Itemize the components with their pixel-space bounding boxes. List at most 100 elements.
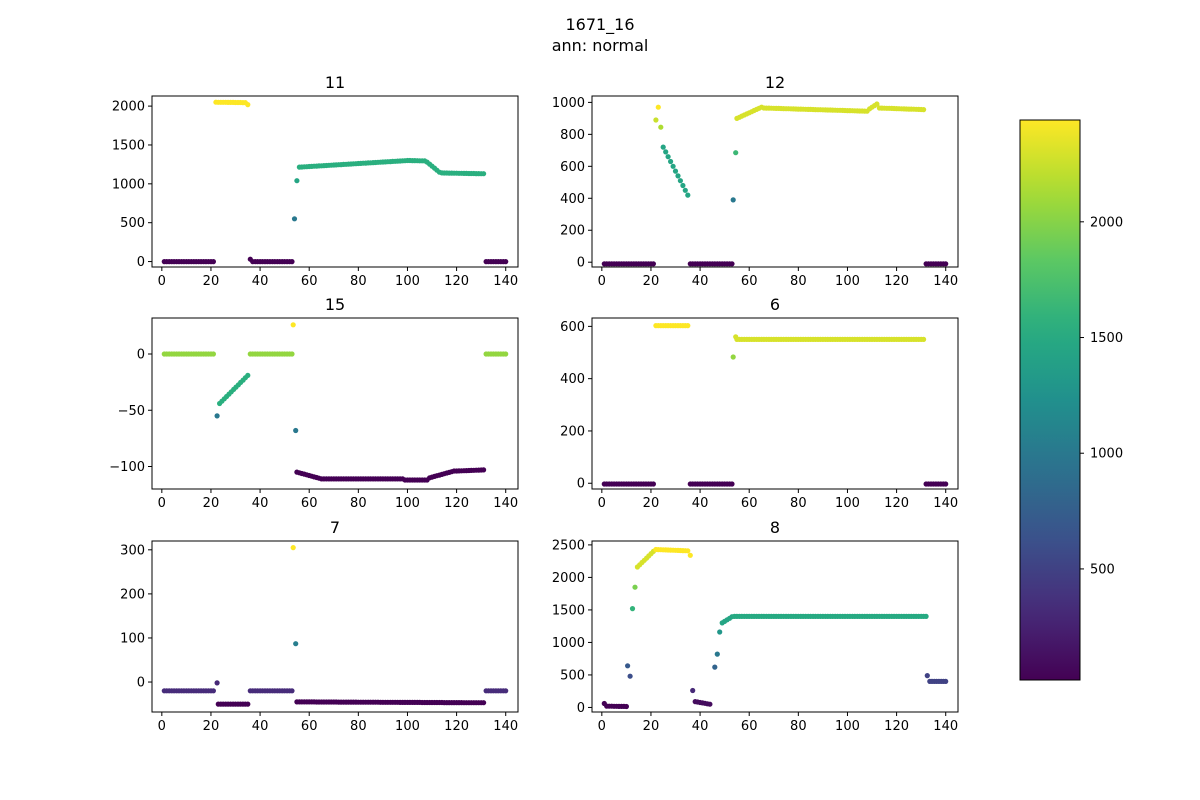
y-tick-label: 500: [120, 216, 145, 231]
x-tick-label: 100: [835, 719, 860, 734]
y-tick-label: 600: [560, 320, 585, 335]
data-point: [921, 107, 927, 113]
data-point: [294, 178, 300, 184]
x-tick-label: 140: [933, 719, 958, 734]
x-tick-label: 0: [158, 496, 166, 511]
data-point: [245, 372, 251, 378]
data-point: [289, 259, 295, 265]
y-tick-label: 1500: [112, 138, 145, 153]
data-point: [481, 700, 487, 706]
x-tick-label: 60: [301, 274, 318, 289]
axes-frame: [151, 540, 519, 713]
data-point: [874, 101, 880, 107]
scatter-points: [161, 545, 509, 707]
subplot-title: 6: [770, 295, 780, 314]
x-tick-label: 80: [350, 719, 367, 734]
x-tick-label: 100: [395, 496, 420, 511]
x-tick-label: 20: [203, 496, 220, 511]
colorbar-tick-label: 2000: [1090, 215, 1123, 230]
figure-title: 1671_16: [565, 15, 634, 35]
axes-frame: [151, 95, 519, 268]
x-tick-label: 60: [741, 719, 758, 734]
x-tick-label: 140: [493, 274, 518, 289]
x-tick-label: 60: [301, 496, 318, 511]
x-tick-label: 0: [158, 719, 166, 734]
data-point: [680, 182, 686, 189]
data-point: [658, 124, 664, 130]
data-point: [290, 545, 296, 551]
x-tick-label: 140: [493, 496, 518, 511]
x-tick-label: 100: [395, 274, 420, 289]
data-point: [685, 548, 691, 554]
scatter-points: [601, 101, 949, 267]
subplot-7: 7 0 20 40 60 80 100 120 140 0 100 200 300: [120, 518, 519, 734]
data-point: [729, 261, 735, 267]
data-point: [670, 163, 676, 169]
x-tick-label: 40: [692, 496, 709, 511]
data-point: [682, 187, 688, 193]
data-point: [481, 171, 487, 177]
data-point: [650, 481, 657, 487]
data-point: [625, 663, 631, 669]
x-tick-label: 120: [884, 274, 909, 289]
x-tick-label: 60: [741, 496, 758, 511]
subplot-15: 15 0 20 40 60 80 100 120 140 −100 −50 0: [109, 295, 519, 511]
x-tick-label: 0: [158, 274, 166, 289]
data-point: [650, 261, 657, 267]
x-tick-label: 80: [350, 496, 367, 511]
x-tick-label: 80: [790, 719, 807, 734]
data-point: [627, 673, 633, 679]
data-point: [245, 701, 251, 707]
y-tick-label: 1000: [112, 177, 145, 192]
y-tick-label: 2000: [552, 571, 585, 586]
data-point: [214, 680, 220, 686]
x-tick-label: 80: [790, 274, 807, 289]
data-point: [632, 584, 638, 590]
data-point: [685, 323, 691, 329]
data-point: [717, 629, 723, 635]
x-tick-label: 0: [598, 496, 606, 511]
y-tick-label: 500: [560, 668, 585, 683]
y-tick-label: 0: [577, 477, 585, 492]
x-tick-label: 40: [252, 719, 269, 734]
x-tick-label: 140: [493, 719, 518, 734]
x-tick-label: 20: [643, 274, 660, 289]
x-tick-label: 120: [444, 274, 469, 289]
x-tick-label: 40: [252, 496, 269, 511]
data-point: [712, 664, 718, 670]
data-point: [289, 688, 295, 694]
axes-frame: [151, 317, 519, 490]
x-tick-label: 60: [741, 274, 758, 289]
y-tick-label: 0: [577, 256, 585, 271]
axes-frame: [591, 317, 959, 490]
data-point: [293, 427, 299, 434]
y-tick-label: 0: [137, 255, 145, 270]
data-point: [289, 351, 295, 357]
data-point: [943, 481, 949, 487]
data-point: [655, 104, 661, 110]
y-tick-label: 200: [120, 587, 145, 602]
data-point: [685, 192, 691, 198]
y-tick-label: 1000: [552, 636, 585, 651]
data-point: [293, 641, 299, 647]
subplot-11: 11 0 20 40 60 80 100 120 140 0 500 1000 1500 2000: [112, 73, 519, 289]
y-tick-label: 0: [137, 348, 145, 363]
x-tick-label: 20: [643, 719, 660, 734]
y-tick-label: −50: [118, 404, 145, 419]
colorbar-gradient: [1020, 120, 1080, 680]
data-point: [210, 259, 216, 265]
data-point: [503, 688, 509, 694]
data-point: [733, 150, 739, 156]
subplot-title: 12: [765, 73, 785, 92]
data-point: [730, 197, 736, 203]
data-point: [503, 351, 509, 357]
data-point: [714, 651, 720, 657]
scatter-points: [161, 322, 509, 483]
data-point: [503, 259, 509, 265]
data-point: [687, 552, 693, 558]
x-tick-label: 140: [933, 496, 958, 511]
y-tick-label: 400: [560, 192, 585, 207]
y-tick-label: 2500: [552, 538, 585, 553]
